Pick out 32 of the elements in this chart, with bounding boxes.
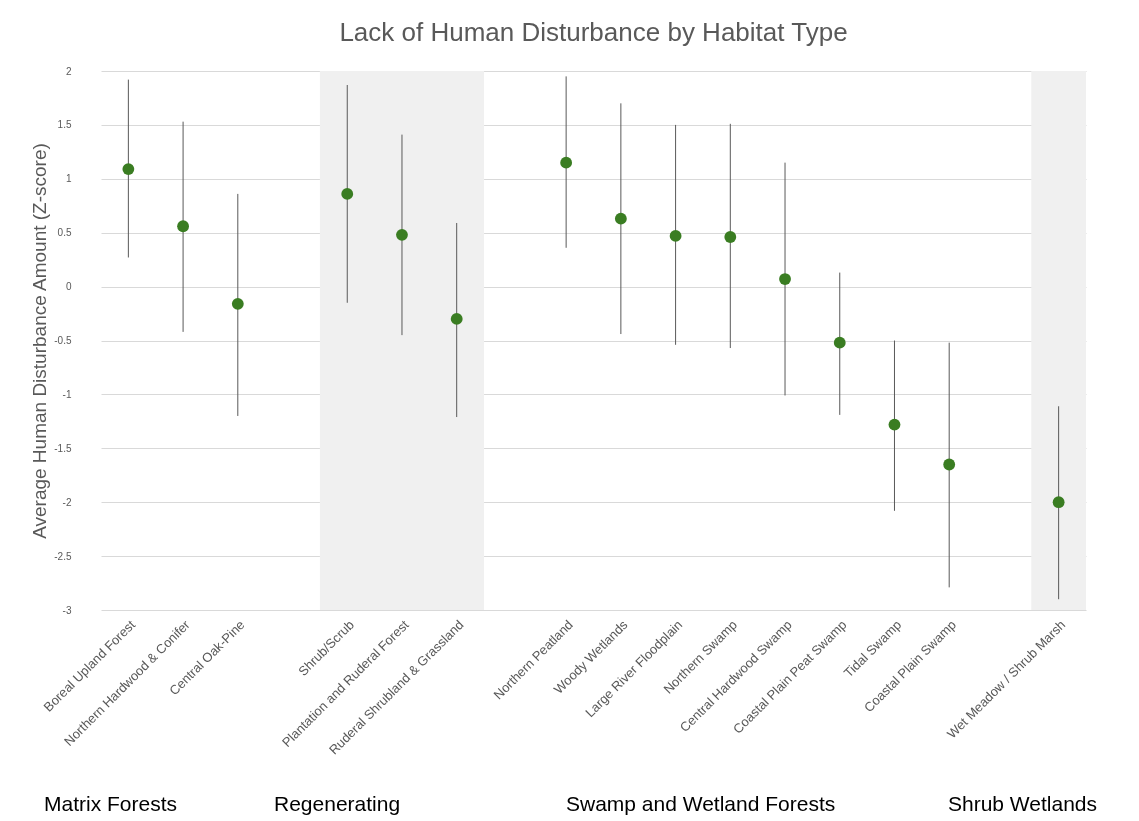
y-tick-label: -1.5 <box>54 442 72 454</box>
y-tick-label: 1 <box>65 173 72 185</box>
point <box>779 273 791 285</box>
point <box>943 458 956 471</box>
point <box>833 336 846 349</box>
point <box>177 220 189 233</box>
y-tick-label: 0 <box>65 281 72 293</box>
point <box>341 187 354 200</box>
point <box>669 230 682 242</box>
y-tick-label: -1 <box>62 388 72 400</box>
y-tick-label: -0.5 <box>54 335 72 346</box>
y-tick-label: 2 <box>65 65 72 77</box>
y-tick-label: -2 <box>62 496 72 508</box>
text: Matrix Forests <box>44 792 178 816</box>
point <box>450 313 463 325</box>
point <box>888 418 901 431</box>
y-axis-title: Average Human Disturbance Amount (Z-score) <box>29 143 51 539</box>
text: Regenerating <box>274 792 401 816</box>
point <box>396 228 408 241</box>
chart-title: Lack of Human Disturbance by Habitat Type <box>339 17 848 47</box>
point <box>724 231 737 243</box>
text: Shrub Wetlands <box>948 792 1098 816</box>
point <box>231 297 244 310</box>
y-tick-label: 1.5 <box>57 119 72 131</box>
y-tick-label: -2.5 <box>54 550 72 562</box>
y-tick-label: 0.5 <box>57 227 72 239</box>
y-tick-label: -3 <box>62 604 72 616</box>
point <box>122 163 135 175</box>
point <box>560 156 573 169</box>
point <box>1052 496 1065 509</box>
text: Swamp and Wetland Forests <box>566 792 836 816</box>
point <box>614 212 627 225</box>
